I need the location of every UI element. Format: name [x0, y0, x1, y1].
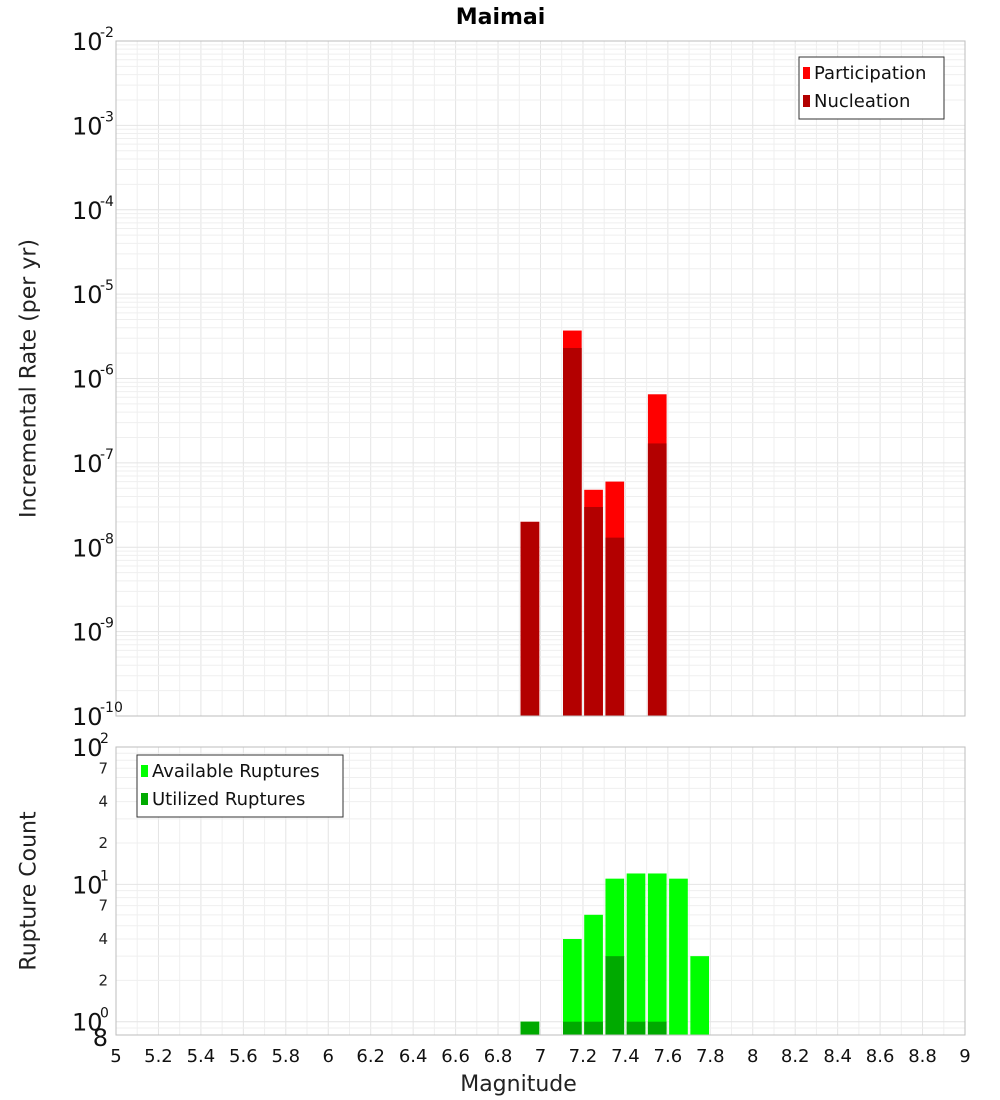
x-tick-label: 6.8	[484, 1046, 513, 1067]
y-tick-label-exponent: -8	[100, 531, 114, 547]
bar	[605, 956, 625, 1035]
bar	[584, 506, 603, 716]
x-tick-label: 8.2	[781, 1046, 810, 1067]
y-tick-label-exponent: -10	[100, 700, 123, 716]
x-tick-label: 9	[959, 1046, 970, 1067]
y-tick-label-exponent: 2	[100, 731, 109, 747]
y-tick-label-exponent: 0	[100, 1006, 109, 1022]
y-tick-label-base: 10	[72, 28, 103, 56]
legend-entry-label: Available Ruptures	[152, 761, 320, 782]
series-nucleation	[520, 347, 667, 716]
y-minor-tick-label: 7	[98, 759, 108, 777]
x-tick-label: 8.8	[908, 1046, 937, 1067]
chart-title: Maimai	[456, 5, 546, 30]
x-tick-label: 6.4	[399, 1046, 428, 1067]
bar	[690, 956, 710, 1035]
top-panel: 10-1010-910-810-710-610-510-410-310-2Mai…	[17, 5, 966, 731]
bar	[605, 537, 625, 716]
legend-swatch	[803, 95, 810, 107]
legend-swatch	[141, 765, 148, 777]
x-tick-label: 8	[747, 1046, 758, 1067]
legend-swatch	[803, 67, 810, 79]
y-tick-label-base: 10	[72, 450, 103, 478]
x-tick-label: 8.6	[866, 1046, 895, 1067]
y-axis-label: Incremental Rate (per yr)	[17, 239, 42, 518]
y-minor-tick-label: 7	[98, 897, 108, 915]
legend-box	[136, 754, 344, 818]
bar	[647, 1021, 667, 1035]
y-tick-label-exponent: -5	[100, 278, 114, 294]
y-axis-label: Rupture Count	[17, 811, 42, 971]
y-tick-label-exponent: -9	[100, 616, 114, 632]
y-tick-label-base: 10	[72, 871, 103, 899]
x-tick-label: 7	[535, 1046, 546, 1067]
x-tick-label: 5.6	[229, 1046, 258, 1067]
x-tick-label: 8.4	[823, 1046, 852, 1067]
x-tick-label: 5.8	[271, 1046, 300, 1067]
series-utilized-ruptures	[520, 956, 667, 1035]
y-tick-label-exponent: -6	[100, 363, 114, 379]
y-minor-tick-label: 8	[93, 1024, 108, 1052]
bar	[520, 521, 540, 716]
bar	[562, 347, 582, 716]
y-tick-label-base: 10	[72, 703, 103, 731]
x-tick-label: 6	[323, 1046, 334, 1067]
y-tick-label-base: 10	[72, 197, 103, 225]
y-tick-label-base: 10	[72, 734, 103, 762]
x-tick-label: 6.2	[356, 1046, 385, 1067]
y-tick-label-base: 10	[72, 619, 103, 647]
y-tick-label-base: 10	[72, 112, 103, 140]
y-minor-tick-label: 4	[98, 793, 108, 811]
legend-entry-label: Nucleation	[814, 91, 910, 112]
legend-entry-label: Participation	[814, 63, 926, 84]
plot-frame	[115, 746, 966, 1036]
legend-entry-label: Utilized Ruptures	[152, 789, 305, 810]
bar	[647, 443, 667, 716]
x-tick-label: 7.4	[611, 1046, 640, 1067]
y-minor-tick-label: 2	[98, 971, 108, 989]
y-tick-label-exponent: -7	[100, 447, 114, 463]
y-tick-label-exponent: -2	[100, 25, 114, 41]
plot-frame	[115, 40, 966, 717]
bar	[562, 939, 582, 1035]
x-axis-label: Magnitude	[460, 1072, 577, 1097]
legend: Available Ruptures Utilized Ruptures	[136, 754, 344, 818]
y-tick-label-base: 10	[72, 281, 103, 309]
bar	[669, 878, 688, 1035]
bar	[584, 914, 603, 1035]
x-tick-label: 7.6	[654, 1046, 683, 1067]
legend-box	[798, 56, 945, 120]
bar	[647, 873, 667, 1035]
x-tick-label: 6.6	[441, 1046, 470, 1067]
bar	[562, 1021, 582, 1035]
y-minor-tick-label: 2	[98, 834, 108, 852]
x-tick-label: 7.8	[696, 1046, 725, 1067]
y-minor-tick-label: 4	[98, 930, 108, 948]
x-tick-label: 5.2	[144, 1046, 173, 1067]
y-tick-label-base: 10	[72, 366, 103, 394]
x-tick-label: 5.4	[187, 1046, 216, 1067]
x-tick-label: 7.2	[569, 1046, 598, 1067]
x-tick-label: 5	[110, 1046, 121, 1067]
bar	[626, 1021, 646, 1035]
legend: Participation Nucleation	[798, 56, 945, 120]
y-tick-label-base: 10	[72, 1009, 103, 1037]
bar	[584, 1021, 603, 1035]
y-tick-label-exponent: -3	[100, 109, 114, 125]
legend-swatch	[141, 793, 148, 805]
bar	[626, 873, 646, 1035]
bar	[520, 1021, 540, 1035]
y-tick-label-exponent: 1	[100, 868, 109, 884]
gridlines	[115, 40, 966, 717]
y-tick-label-exponent: -4	[100, 194, 114, 210]
y-tick-label-base: 10	[72, 534, 103, 562]
